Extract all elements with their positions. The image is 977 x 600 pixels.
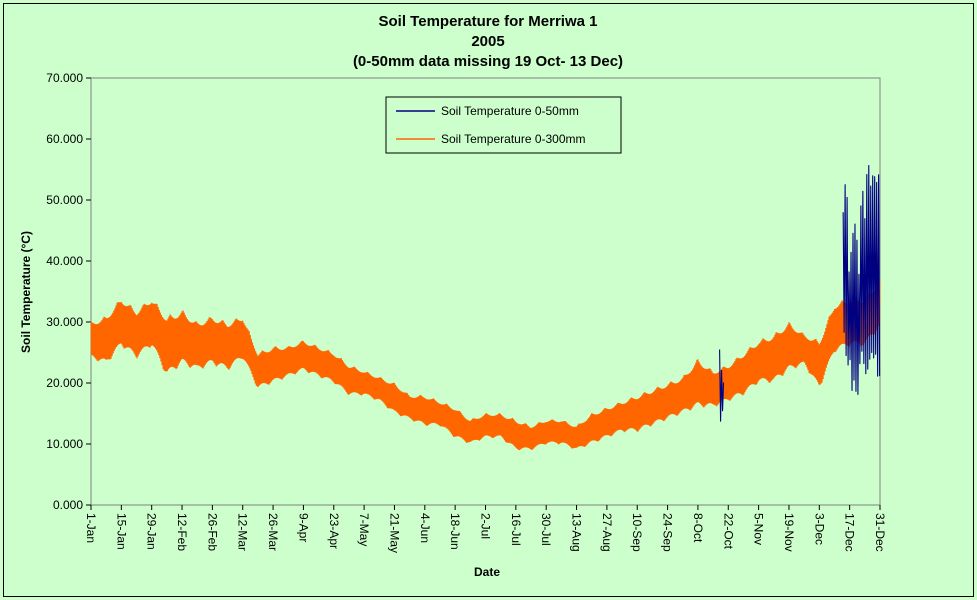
x-tick-label: 30-Jul xyxy=(539,513,553,546)
x-tick-label: 22-Oct xyxy=(721,513,735,550)
legend-box xyxy=(385,96,622,154)
y-tick-label: 50.000 xyxy=(46,193,83,207)
x-tick-label: 12-Mar xyxy=(236,513,250,551)
x-tick-label: 31-Dec xyxy=(873,513,887,552)
chart-area: Soil Temperature for Merriwa 1 2005 (0-5… xyxy=(3,3,974,597)
x-tick-label: 24-Sep xyxy=(661,513,675,552)
x-tick-label: 8-Oct xyxy=(691,513,705,543)
x-tick-label: 19-Nov xyxy=(782,513,796,552)
y-axis-label: Soil Temperature (°C) xyxy=(19,231,33,353)
y-axis-ticks: 0.000 10.000 20.000 30.000 40.000 50.000 60.00… xyxy=(46,71,91,512)
x-tick-label: 9-Apr xyxy=(296,513,310,542)
x-tick-label: 18-Jun xyxy=(448,513,462,550)
chart-title: Soil Temperature for Merriwa 1 xyxy=(379,13,598,30)
x-tick-label: 29-Jan xyxy=(145,513,159,550)
x-tick-label: 1-Jan xyxy=(84,513,98,543)
y-tick-label: 0.000 xyxy=(53,498,83,512)
x-axis-ticks: 1-Jan 15-Jan 29-Jan 12-Feb 26-Feb 12-Mar 26-Ma… xyxy=(84,505,887,553)
x-tick-label: 16-Jul xyxy=(509,513,523,546)
legend-label-0-50mm: Soil Temperature 0-50mm xyxy=(441,104,579,118)
x-tick-label: 27-Aug xyxy=(600,513,614,552)
x-tick-label: 17-Dec xyxy=(843,513,857,552)
x-tick-label: 4-Jun xyxy=(418,513,432,543)
x-tick-label: 12-Feb xyxy=(175,513,189,551)
chart-subtitle: 2005 xyxy=(471,33,504,50)
chart-svg: Soil Temperature for Merriwa 1 2005 (0-5… xyxy=(19,13,887,579)
y-tick-label: 40.000 xyxy=(46,254,83,268)
x-tick-label: 5-Nov xyxy=(752,513,766,545)
series-line-0-300mm xyxy=(90,281,881,451)
y-tick-label: 10.000 xyxy=(46,437,83,451)
x-tick-label: 3-Dec xyxy=(812,513,826,545)
legend-label-0-300mm: Soil Temperature 0-300mm xyxy=(441,132,586,146)
y-tick-label: 20.000 xyxy=(46,376,83,390)
x-tick-label: 26-Mar xyxy=(266,513,280,551)
y-tick-label: 30.000 xyxy=(46,315,83,329)
x-tick-label: 23-Apr xyxy=(327,513,341,549)
series-line-0-50mm-segment xyxy=(842,164,881,395)
x-axis-label: Date xyxy=(474,565,500,579)
x-tick-label: 21-May xyxy=(387,513,401,553)
x-tick-label: 2-Jul xyxy=(479,513,493,539)
y-tick-label: 70.000 xyxy=(46,71,83,85)
legend: Soil Temperature 0-50mm Soil Temperature… xyxy=(385,96,622,154)
x-tick-label: 7-May xyxy=(357,513,371,546)
x-tick-label: 26-Feb xyxy=(205,513,219,551)
x-tick-label: 10-Sep xyxy=(630,513,644,552)
series-layer xyxy=(90,164,881,451)
chart-note: (0-50mm data missing 19 Oct- 13 Dec) xyxy=(353,53,623,70)
x-tick-label: 13-Aug xyxy=(570,513,584,552)
y-tick-label: 60.000 xyxy=(46,132,83,146)
series-line-0-50mm-segment xyxy=(719,349,725,422)
x-tick-label: 15-Jan xyxy=(114,513,128,550)
